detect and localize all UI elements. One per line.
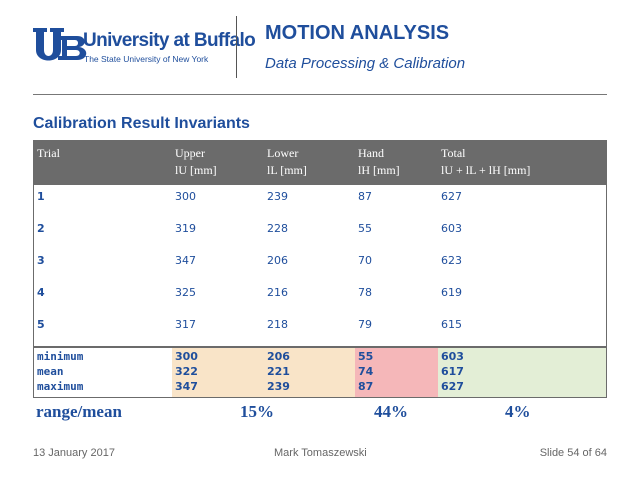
slide-subtitle: Data Processing & Calibration [265, 55, 466, 72]
cell-upper: 347 [175, 254, 196, 267]
cell-total: 603 [441, 222, 462, 235]
cell-hand: 70 [358, 254, 372, 267]
table-body: 1 300 239 87 627 2 319 228 55 603 3 347 … [34, 185, 606, 346]
cell-upper: 325 [175, 286, 196, 299]
cell-hand: 78 [358, 286, 372, 299]
stat-hand-min: 55 [358, 350, 374, 363]
stat-hand-max: 87 [358, 380, 374, 393]
table-header: Trial Upper lU [mm] Lower lL [mm] Hand lH [… [34, 141, 606, 185]
ub-logo-mark [33, 28, 64, 61]
cell-lower: 218 [267, 318, 288, 331]
section-title: Calibration Result Invariants [33, 115, 250, 132]
ub-logo [33, 28, 87, 61]
cell-lower: 206 [267, 254, 288, 267]
stat-lower-mean: 221 [267, 365, 290, 378]
col-header-upper: Upper lU [mm] [175, 146, 217, 177]
cell-total: 623 [441, 254, 462, 267]
cell-upper: 317 [175, 318, 196, 331]
slide-title: MOTION ANALYSIS [265, 22, 450, 44]
stat-total-min: 603 [441, 350, 464, 363]
stat-label-mean: mean [37, 365, 64, 378]
col-header-lower: Lower lL [mm] [267, 146, 307, 177]
stats-total-bg [438, 348, 606, 397]
stat-upper-max: 347 [175, 380, 198, 393]
logo-tagline: The State University of New York [84, 54, 209, 64]
stat-total-mean: 617 [441, 365, 464, 378]
footer-slide-number: Slide 54 of 64 [539, 447, 607, 459]
cell-lower: 228 [267, 222, 288, 235]
footer-author: Mark Tomaszewski [274, 447, 367, 459]
stat-upper-min: 300 [175, 350, 198, 363]
col-header-trial: Trial [37, 146, 60, 160]
stats-upper-bg [172, 348, 264, 397]
cell-hand: 55 [358, 222, 372, 235]
stat-upper-mean: 322 [175, 365, 198, 378]
range-mean-total: 4% [505, 402, 531, 421]
cell-upper: 319 [175, 222, 196, 235]
stat-total-max: 627 [441, 380, 464, 393]
stat-lower-min: 206 [267, 350, 290, 363]
cell-hand: 79 [358, 318, 372, 331]
stats-hand-bg [355, 348, 438, 397]
range-mean-hand: 44% [374, 402, 408, 421]
stat-lower-max: 239 [267, 380, 290, 393]
col-header-total: Total lU + lL + lH [mm] [441, 146, 531, 177]
cell-trial: 4 [37, 286, 45, 299]
range-mean-label: range/mean [36, 402, 122, 421]
stat-label-minimum: minimum [37, 350, 84, 363]
cell-trial: 5 [37, 318, 45, 331]
cell-trial: 1 [37, 190, 45, 203]
stat-label-maximum: maximum [37, 380, 84, 393]
header-divider [236, 16, 237, 78]
col-header-hand: Hand lH [mm] [358, 146, 400, 177]
table-separator [34, 346, 606, 348]
cell-total: 627 [441, 190, 462, 203]
cell-trial: 3 [37, 254, 45, 267]
footer-date: 13 January 2017 [33, 447, 115, 459]
header-rule [33, 94, 607, 95]
cell-trial: 2 [37, 222, 45, 235]
stats-lower-bg [264, 348, 355, 397]
cell-upper: 300 [175, 190, 196, 203]
cell-total: 615 [441, 318, 462, 331]
calibration-table: Trial Upper lU [mm] Lower lL [mm] Hand lH [… [33, 140, 607, 398]
stat-hand-mean: 74 [358, 365, 374, 378]
cell-total: 619 [441, 286, 462, 299]
cell-hand: 87 [358, 190, 372, 203]
range-mean-upper-lower: 15% [240, 402, 274, 421]
cell-lower: 216 [267, 286, 288, 299]
cell-lower: 239 [267, 190, 288, 203]
logo-university-name: University at Buffalo [83, 30, 256, 51]
table-stats: minimum mean maximum 300 322 347 206 221… [34, 348, 606, 397]
